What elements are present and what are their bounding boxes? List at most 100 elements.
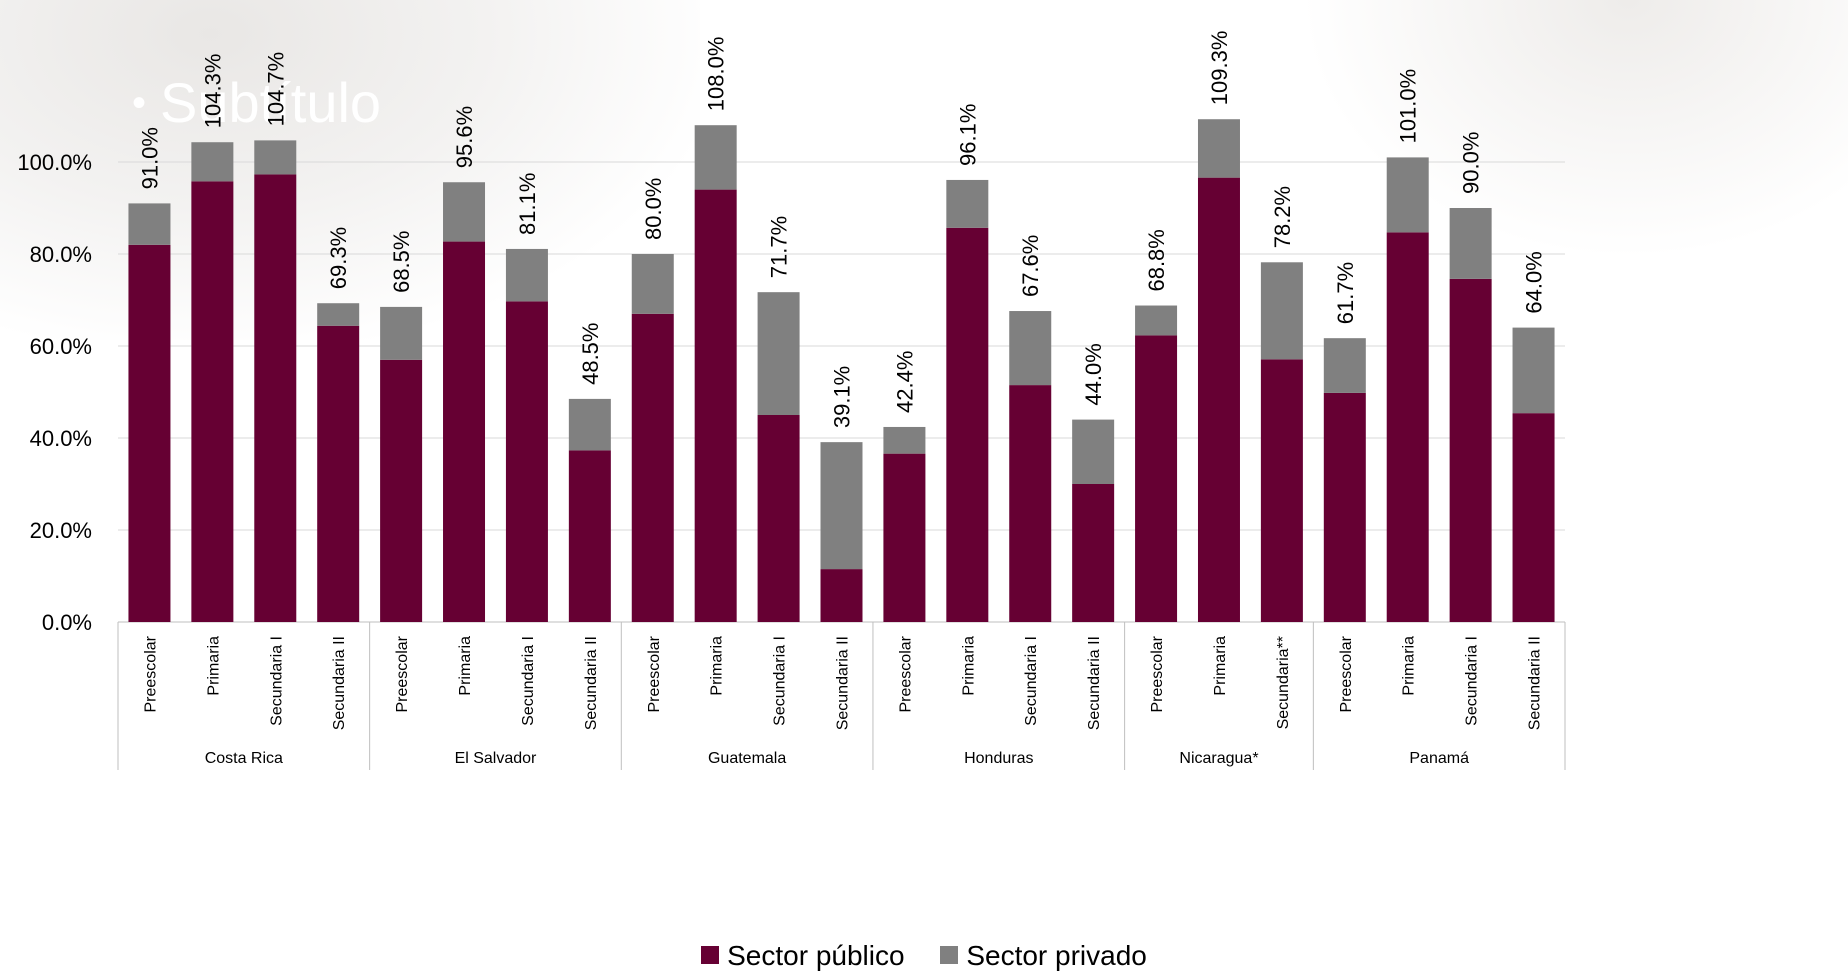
bar-public <box>694 189 737 622</box>
bar-private <box>694 125 737 190</box>
data-label: 48.5% <box>578 323 603 385</box>
x-tick-label: Preescolar <box>1338 635 1355 712</box>
data-label: 78.2% <box>1270 186 1295 248</box>
x-tick-label: Secundaria I <box>1464 636 1481 726</box>
bar-public <box>1449 278 1492 622</box>
x-tick-label: Preescolar <box>897 635 914 712</box>
group-label: Panamá <box>1409 750 1469 767</box>
bar-public <box>443 241 486 622</box>
group-label: Guatemala <box>708 750 786 767</box>
x-tick-label: Secundaria I <box>772 636 789 726</box>
bar-private <box>191 142 234 182</box>
data-label: 68.8% <box>1144 229 1169 291</box>
x-tick-label: Secundaria II <box>331 636 348 730</box>
bar-public <box>883 453 926 622</box>
data-label: 95.6% <box>452 106 477 168</box>
x-tick-label: Primaria <box>457 636 474 696</box>
data-label: 109.3% <box>1207 31 1232 106</box>
bar-public <box>254 174 297 623</box>
y-tick-label: 0.0% <box>42 610 92 635</box>
bar-public <box>1135 335 1178 622</box>
bar-private <box>128 203 171 245</box>
x-tick-label: Secundaria I <box>520 636 537 726</box>
bar-public <box>757 415 800 622</box>
bar-private <box>254 140 297 175</box>
bar-private <box>820 442 863 570</box>
stacked-bar-chart: 0.0% 20.0% 40.0% 60.0% 80.0% 100.0% 91.0% Prees… <box>17 31 1566 770</box>
x-tick-label: Primaria <box>960 636 977 696</box>
group-label: Costa Rica <box>205 750 283 767</box>
background-subtitle: • Subtítulo <box>132 71 382 134</box>
x-tick-label: Secundaria I <box>268 636 285 726</box>
legend-item-public: Sector público <box>701 940 905 972</box>
bar-private <box>380 306 423 360</box>
legend-label-public: Sector público <box>727 940 905 971</box>
bar-private <box>631 254 674 314</box>
y-tick-label: 60.0% <box>30 334 92 359</box>
bar-private <box>1135 305 1178 336</box>
data-label: 108.0% <box>704 37 729 112</box>
bar-private <box>317 303 360 326</box>
x-tick-label: Secundaria II <box>1527 636 1544 730</box>
x-tick-label: Primaria <box>1212 636 1229 696</box>
group-label: El Salvador <box>455 750 537 767</box>
legend-swatch-private <box>940 946 959 964</box>
bar-private <box>1009 311 1052 386</box>
bar-public <box>1512 413 1555 622</box>
bar-public <box>1386 232 1429 622</box>
bar-public <box>505 301 548 622</box>
x-tick-label: Preescolar <box>1149 635 1166 712</box>
x-tick-label: Primaria <box>709 636 726 696</box>
y-tick-label: 20.0% <box>30 518 92 543</box>
bar-public <box>1072 484 1115 622</box>
bar-public <box>128 244 171 623</box>
data-label: 96.1% <box>955 104 980 166</box>
x-tick-label: Secundaria II <box>1086 636 1103 730</box>
legend-item-private: Sector privado <box>940 940 1147 972</box>
bar-public <box>820 569 863 622</box>
bar-public <box>946 227 989 622</box>
bar-public <box>191 181 234 622</box>
x-tick-label: Secundaria I <box>1023 636 1040 726</box>
bar-private <box>1512 327 1555 414</box>
legend-swatch-public <box>701 946 720 964</box>
data-label: 81.1% <box>515 173 540 235</box>
y-tick-label: 80.0% <box>30 242 92 267</box>
bar-public <box>1260 359 1303 622</box>
legend-label-private: Sector privado <box>966 940 1147 971</box>
data-label: 67.6% <box>1018 235 1043 297</box>
x-tick-label: Preescolar <box>646 635 663 712</box>
x-tick-label: Primaria <box>205 636 222 696</box>
data-label: 44.0% <box>1081 343 1106 405</box>
x-tick-label: Preescolar <box>394 635 411 712</box>
y-tick-label: 100.0% <box>17 150 92 175</box>
background-texture <box>0 0 700 340</box>
bar-private <box>1072 419 1115 484</box>
bar-private <box>505 248 548 302</box>
bar-private <box>1197 119 1240 178</box>
bar-private <box>1323 338 1366 393</box>
x-tick-label: Secundaria II <box>583 636 600 730</box>
bar-public <box>1323 392 1366 622</box>
group-label: Honduras <box>964 750 1033 767</box>
data-label: 64.0% <box>1522 251 1547 313</box>
bar-private <box>883 426 926 454</box>
data-label: 91.0% <box>137 127 162 189</box>
bar-private <box>1386 157 1429 233</box>
data-label: 71.7% <box>767 216 792 278</box>
x-tick-label: Primaria <box>1401 636 1418 696</box>
bar-private <box>1260 262 1303 360</box>
bar-public <box>1197 177 1240 622</box>
data-label: 104.3% <box>200 54 225 129</box>
data-label: 39.1% <box>830 366 855 428</box>
data-label: 68.5% <box>389 231 414 293</box>
bar-private <box>757 292 800 415</box>
bar-private <box>443 182 486 242</box>
data-label: 104.7% <box>263 52 288 127</box>
bar-public <box>1009 385 1052 622</box>
bar-public <box>317 325 360 622</box>
data-label: 42.4% <box>892 351 917 413</box>
data-label: 80.0% <box>641 178 666 240</box>
x-tick-label: Secundaria** <box>1275 636 1292 729</box>
data-label: 61.7% <box>1333 262 1358 324</box>
